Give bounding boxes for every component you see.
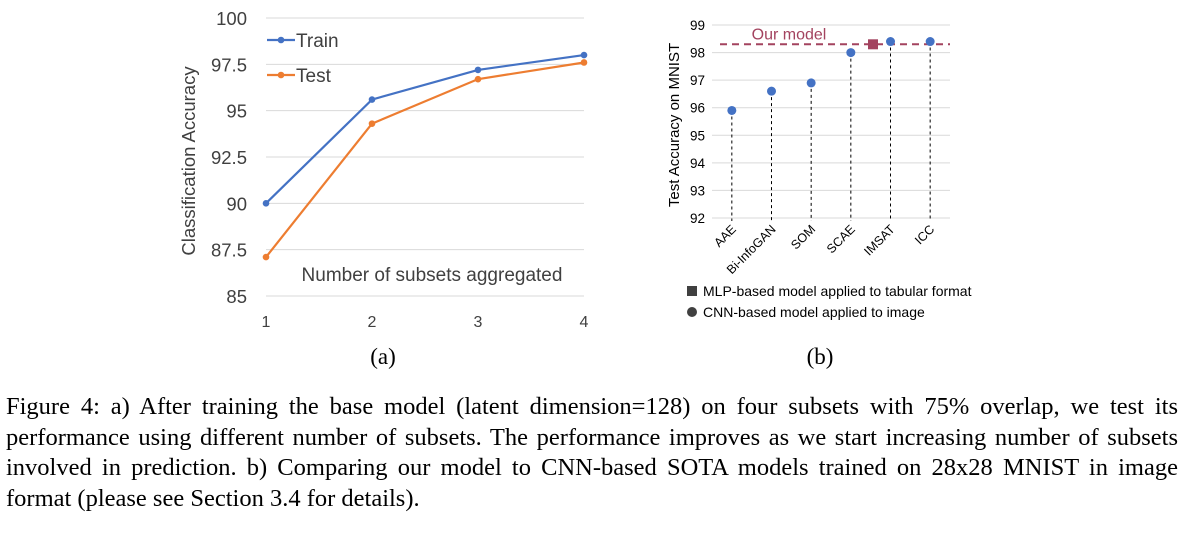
chart-a-panel-label: (a) — [370, 344, 396, 369]
chart-a-point-train — [474, 66, 482, 74]
chart-b-point — [767, 86, 776, 96]
chart-b-y-tick-label: 95 — [690, 128, 705, 143]
chart-b-our-model-label: Our model — [752, 26, 827, 43]
chart-a-y-tick-label: 90 — [226, 193, 247, 214]
chart-b-category-label: SOM — [788, 222, 818, 252]
chart-a-y-tick-label: 97.5 — [211, 54, 247, 75]
chart-b-legend-label: CNN-based model applied to image — [703, 304, 925, 320]
chart-b-point — [846, 48, 856, 58]
chart-a-x-axis-label: Number of subsets aggregated — [302, 265, 563, 286]
chart-b-panel-label: (b) — [807, 344, 834, 369]
chart-b-legend-label: MLP-based model applied to tabular forma… — [703, 283, 972, 299]
chart-a-point-test — [580, 59, 588, 66]
chart-a-point-test — [262, 253, 270, 261]
chart-b-y-tick-label: 96 — [690, 101, 705, 116]
chart-b-category-label: IMSAT — [861, 222, 898, 259]
chart-a-legend-label: Train — [296, 31, 339, 52]
chart-a-x-tick-label: 4 — [580, 314, 589, 331]
chart-b-point — [806, 78, 816, 88]
chart-a-y-tick-label: 95 — [226, 101, 247, 122]
chart-b-stems — [731, 41, 931, 221]
chart-a-series — [262, 51, 588, 261]
chart-a-legend: Train Test — [267, 31, 339, 87]
chart-b-y-tick-label: 94 — [690, 156, 706, 171]
chart-b-point — [925, 37, 935, 47]
chart-a-y-tick-label: 85 — [226, 286, 247, 307]
chart-b-legend-square-marker — [687, 286, 697, 296]
chart-a-legend-label: Test — [296, 66, 332, 87]
figure-caption: Figure 4: a) After training the base mod… — [6, 393, 1178, 512]
chart-b-our-model: Our model — [720, 26, 950, 50]
chart-a-x-tick-label: 2 — [368, 314, 377, 331]
chart-a-point-test — [368, 120, 376, 127]
chart-a: 100 97.5 95 92.5 90 87.5 85 1 2 3 4 Classificatio… — [178, 8, 589, 369]
chart-b-category-label: AAE — [711, 222, 739, 250]
chart-a-legend-marker — [277, 36, 285, 44]
chart-b-legend: MLP-based model applied to tabular forma… — [687, 283, 972, 320]
chart-b-category-label: SCAE — [824, 222, 858, 256]
chart-a-y-tick-label: 87.5 — [211, 240, 247, 261]
chart-a-x-tick-label: 3 — [474, 314, 483, 331]
chart-a-legend-marker — [277, 71, 285, 79]
chart-b-y-tick-label: 98 — [690, 46, 705, 61]
chart-b-y-tick-label: 99 — [690, 18, 705, 33]
chart-a-gridlines — [266, 17, 584, 297]
chart-a-y-tick-label: 100 — [216, 8, 247, 29]
chart-b-y-tick-labels: 99 98 97 96 95 94 93 92 — [690, 18, 706, 226]
chart-b-gridlines — [712, 24, 950, 219]
chart-a-y-axis-label: Classification Accuracy — [178, 66, 199, 256]
chart-a-x-tick-labels: 1 2 3 4 — [262, 314, 589, 331]
chart-b-category-label: ICC — [912, 222, 937, 247]
figure-charts: 100 97.5 95 92.5 90 87.5 85 1 2 3 4 Classificatio… — [178, 8, 972, 369]
chart-b-our-model-marker — [868, 39, 878, 50]
chart-a-series-line-train — [265, 53, 585, 205]
chart-b-point — [886, 37, 895, 47]
chart-b-legend-circle-marker — [687, 307, 697, 317]
chart-b-y-tick-label: 93 — [690, 183, 705, 198]
chart-a-point-train — [580, 51, 588, 59]
chart-b-points — [727, 37, 935, 115]
chart-a-point-test — [474, 75, 482, 83]
chart-b-y-tick-label: 97 — [690, 73, 705, 88]
chart-a-point-train — [262, 200, 270, 207]
chart-a-series-line-test — [265, 61, 585, 258]
chart-b-y-tick-label: 92 — [690, 211, 705, 226]
chart-a-y-tick-labels: 100 97.5 95 92.5 90 87.5 85 — [211, 8, 247, 307]
chart-a-point-train — [368, 96, 376, 103]
chart-b-y-axis-label: Test Accuracy on MNIST — [666, 43, 683, 207]
chart-a-y-tick-label: 92.5 — [211, 147, 247, 168]
chart-b-point — [727, 105, 737, 115]
chart-a-x-tick-label: 1 — [262, 314, 271, 331]
